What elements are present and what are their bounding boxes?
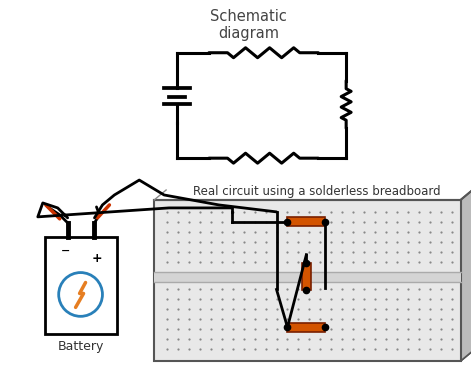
Polygon shape [461, 190, 473, 361]
Text: +: + [91, 252, 102, 265]
Text: Real circuit using a solderless breadboard: Real circuit using a solderless breadboa… [192, 185, 440, 198]
Bar [45, 237, 118, 334]
Text: Battery: Battery [58, 340, 104, 353]
Bar [287, 323, 325, 332]
Circle shape [59, 273, 102, 316]
Bar [287, 217, 325, 226]
Text: −: − [61, 246, 70, 256]
Text: Schematic
diagram: Schematic diagram [210, 9, 287, 41]
Bar [302, 262, 311, 290]
Polygon shape [154, 272, 461, 282]
Polygon shape [154, 200, 461, 361]
Polygon shape [154, 351, 473, 361]
